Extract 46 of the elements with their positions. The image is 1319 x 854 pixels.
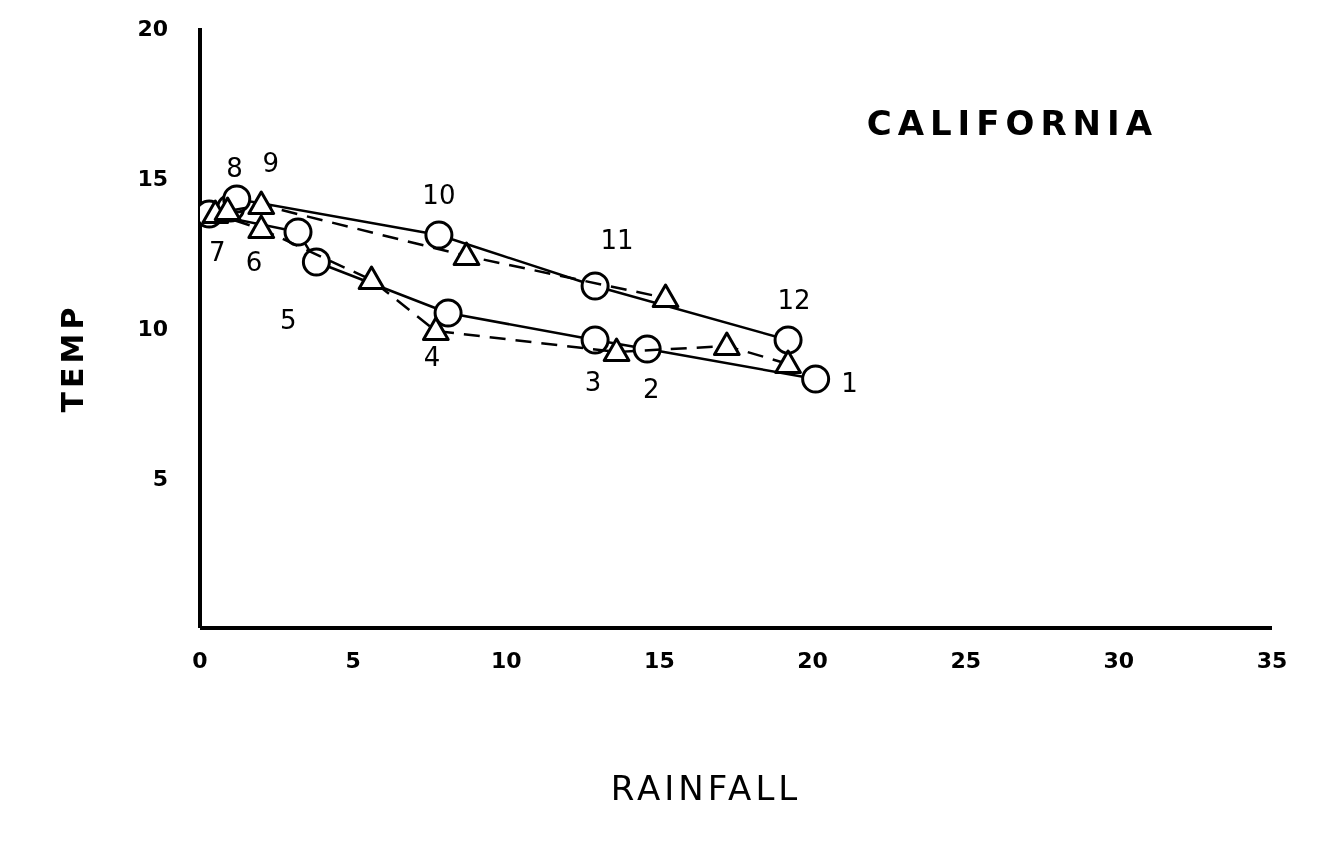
annotation: 6	[245, 247, 263, 277]
point	[283, 217, 313, 247]
point	[301, 247, 331, 277]
point	[651, 283, 680, 308]
x-tick-label: 35	[1256, 647, 1288, 673]
annotation: 11	[600, 225, 634, 255]
y-tick-label: 10	[137, 315, 168, 341]
annotation: 12	[777, 285, 811, 315]
annotation: 10	[422, 180, 456, 210]
point	[602, 337, 631, 362]
annotation: 1	[841, 368, 858, 398]
x-tick-label: 15	[644, 647, 675, 673]
point	[632, 334, 662, 364]
annotation: 5	[280, 305, 297, 335]
y-axis-title: TEMP	[54, 303, 90, 413]
x-tick-label: 0	[192, 647, 208, 673]
x-axis-title: RAINFALL	[609, 768, 803, 808]
point	[247, 214, 276, 239]
y-tick-label: 15	[137, 165, 168, 191]
point	[580, 271, 610, 301]
point	[712, 331, 741, 356]
y-tick-label: 20	[137, 15, 168, 41]
text: CALIFORNIA	[866, 103, 1158, 143]
y-tick-label: 5	[152, 465, 168, 491]
annotation: 9	[262, 148, 280, 178]
annotation: 8	[226, 153, 243, 183]
point	[424, 220, 454, 250]
point	[580, 325, 610, 355]
point	[213, 196, 242, 221]
annotation: 2	[642, 374, 660, 404]
x-tick-label: 25	[950, 647, 982, 673]
x-tick-label: 10	[490, 647, 522, 673]
annotation: 3	[584, 367, 602, 397]
point	[357, 265, 386, 290]
x-tick-label: 30	[1103, 647, 1135, 673]
annotation: 4	[423, 342, 441, 372]
point	[247, 190, 276, 215]
point	[773, 325, 803, 355]
annotation: 7	[208, 237, 226, 267]
point	[452, 241, 481, 266]
point	[421, 316, 450, 341]
point	[433, 298, 463, 328]
x-tick-label: 20	[797, 647, 828, 673]
point	[774, 349, 802, 374]
x-tick-label: 5	[345, 647, 361, 673]
point	[801, 364, 831, 394]
